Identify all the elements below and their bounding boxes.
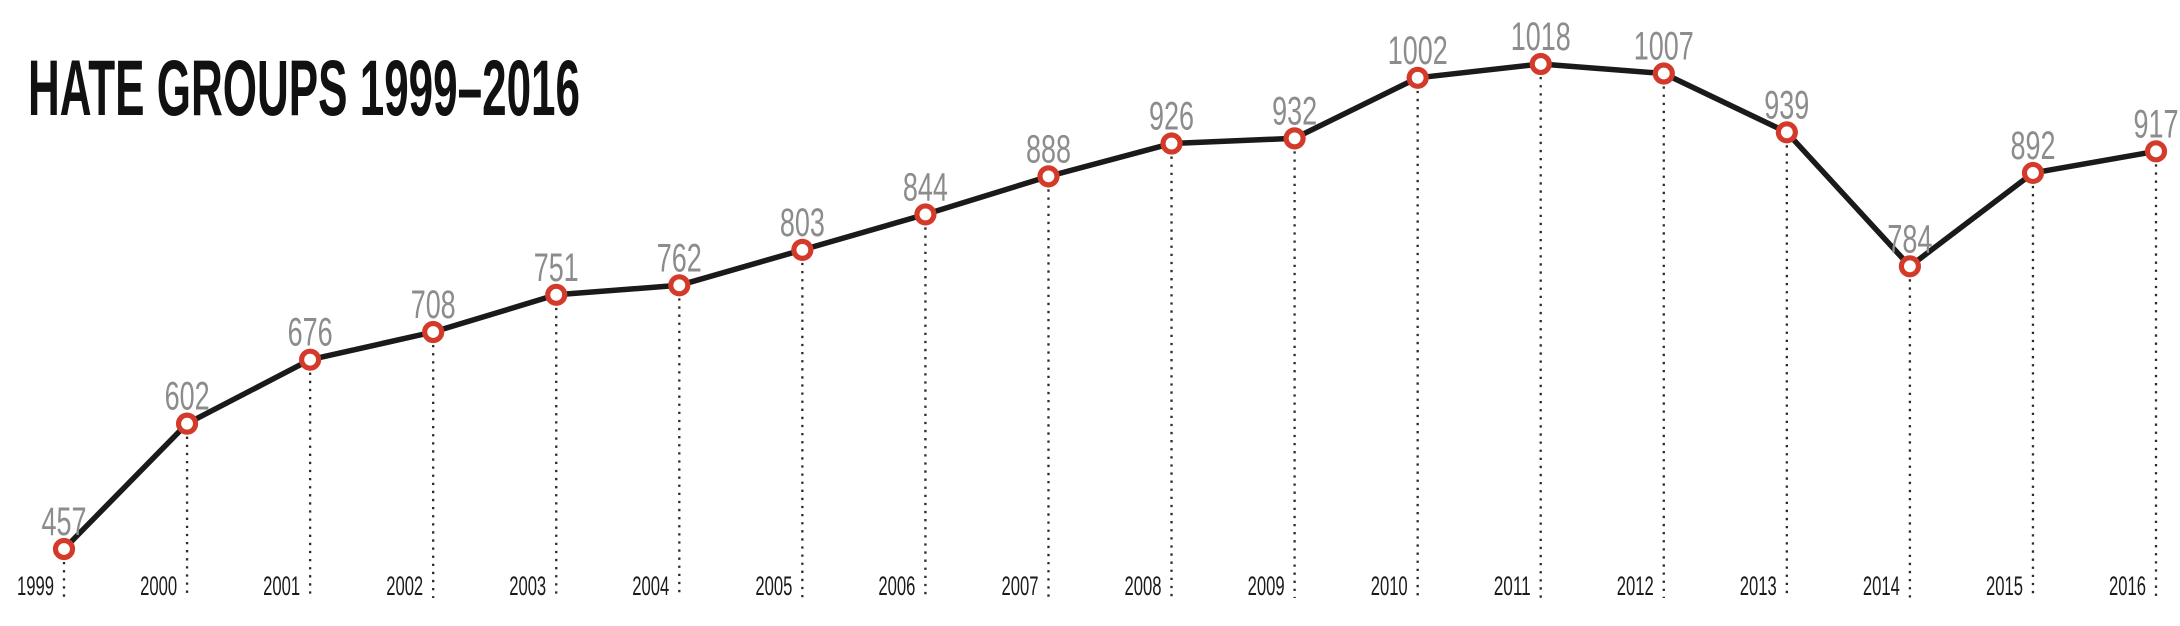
year-label: 2003: [509, 571, 546, 601]
year-label: 2016: [2109, 571, 2146, 601]
data-point-marker: [1406, 66, 1429, 89]
year-label: 2010: [1371, 571, 1408, 601]
year-label: 2005: [755, 571, 792, 601]
year-label: 2007: [1002, 571, 1039, 601]
year-label: 2008: [1125, 571, 1162, 601]
guide-lines-layer: [62, 76, 2158, 598]
value-label: 888: [1026, 127, 1071, 171]
year-label: 2002: [386, 571, 423, 601]
data-point-marker: [299, 348, 322, 371]
year-label: 2013: [1740, 571, 1777, 601]
data-point-marker: [422, 320, 445, 344]
year-label: 2009: [1248, 571, 1285, 601]
value-label: 1018: [1511, 15, 1571, 59]
data-point-marker: [1775, 121, 1798, 144]
data-point-marker: [175, 412, 199, 435]
trend-line-layer: [61, 61, 2159, 552]
year-label: 2001: [263, 571, 300, 601]
data-point-marker: [1160, 132, 1183, 155]
value-label: 917: [2134, 102, 2179, 146]
value-label: 932: [1272, 89, 1317, 133]
data-point-marker: [1529, 52, 1552, 76]
value-label: 784: [1887, 217, 1932, 261]
value-label: 762: [657, 236, 702, 280]
data-point-marker: [52, 537, 76, 561]
data-point-marker: [545, 283, 568, 306]
data-point-marker: [2021, 161, 2045, 185]
value-label: 1002: [1388, 29, 1448, 73]
data-point-marker: [1898, 255, 1922, 278]
data-point-marker: [914, 203, 937, 226]
value-labels-layer: 457 602 676 708 751 762 803 844 888 926 932 1002 101…: [42, 15, 2179, 544]
value-label: 1007: [1634, 25, 1694, 69]
data-point-marker: [1652, 62, 1675, 85]
data-point-marker: [2144, 140, 2168, 163]
year-label: 2014: [1863, 571, 1900, 601]
chart-title: HATE GROUPS 1999–2016: [28, 43, 580, 132]
value-label: 708: [411, 283, 456, 327]
data-point-marker: [791, 238, 814, 261]
value-label: 939: [1764, 83, 1809, 127]
value-label: 803: [780, 201, 825, 245]
value-label: 926: [1149, 95, 1194, 139]
year-label: 1999: [17, 571, 54, 601]
value-label: 602: [165, 375, 210, 419]
year-labels-layer: 1999 2000 2001 2002 2003 2004 2005 2006 2007 2008…: [17, 571, 2146, 601]
data-point-marker: [1037, 165, 1060, 188]
value-label: 892: [2011, 124, 2056, 168]
year-label: 2011: [1494, 571, 1531, 601]
data-point-marker: [1283, 127, 1306, 150]
data-point-markers-layer: [52, 52, 2168, 561]
value-label: 751: [534, 246, 579, 290]
value-label: 844: [903, 165, 948, 209]
data-point-marker: [668, 274, 691, 297]
year-label: 2000: [140, 571, 177, 601]
year-label: 2006: [878, 571, 915, 601]
year-label: 2004: [632, 571, 669, 601]
year-label: 2012: [1617, 571, 1654, 601]
year-label: 2015: [1986, 571, 2023, 601]
value-label: 676: [288, 311, 333, 355]
value-label: 457: [42, 500, 87, 544]
trend-line: [61, 61, 2159, 552]
